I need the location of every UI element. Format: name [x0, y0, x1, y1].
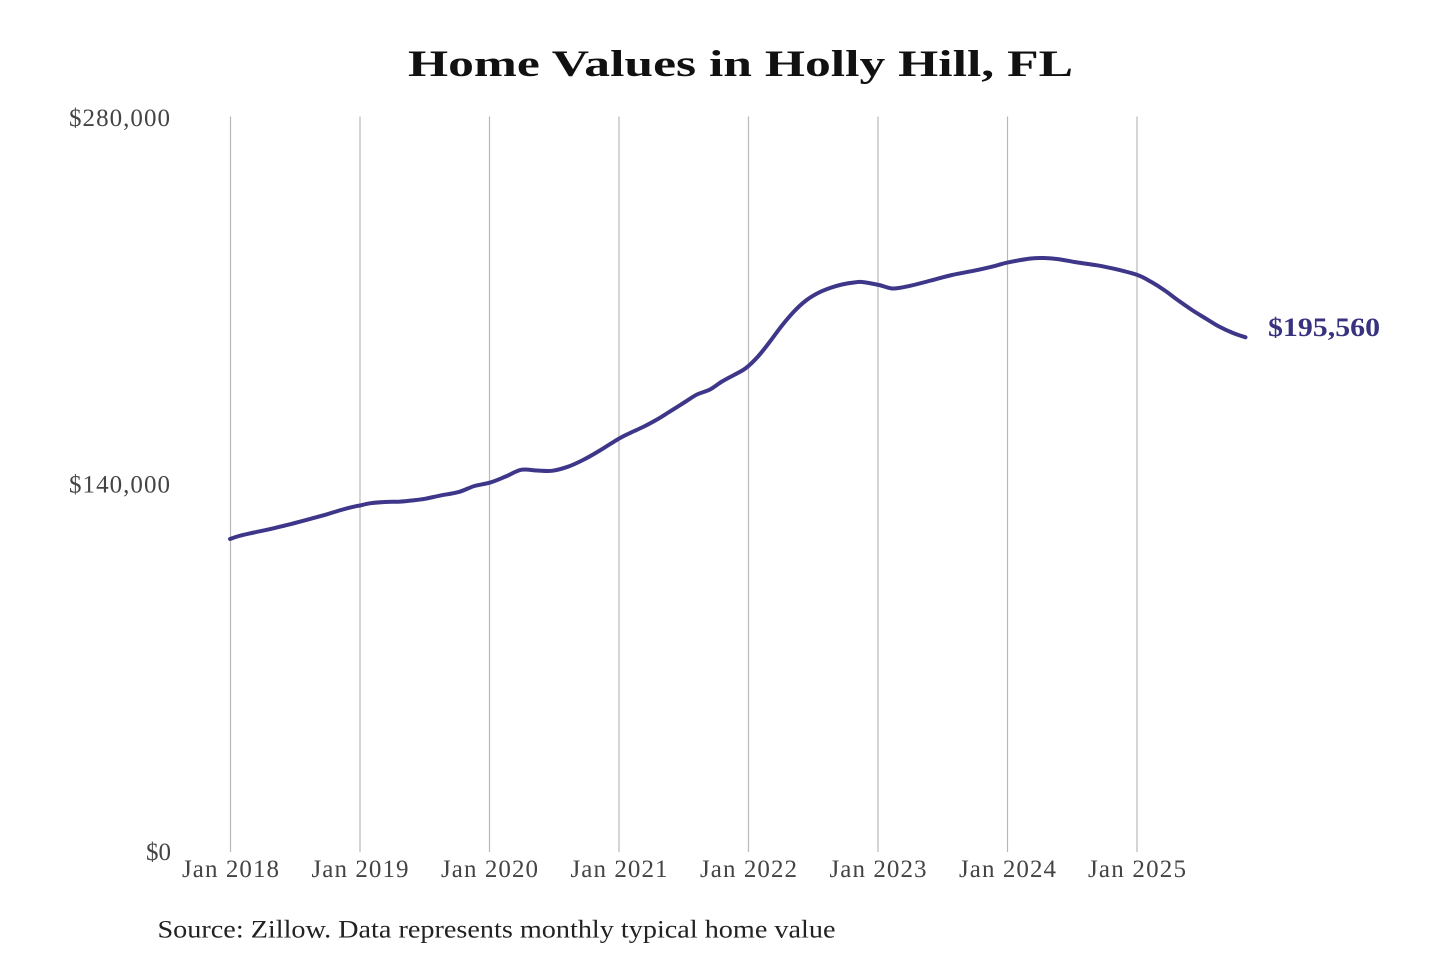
svg-text:$0: $0: [146, 839, 171, 866]
svg-text:$140,000: $140,000: [69, 472, 170, 499]
svg-text:Jan 2020: Jan 2020: [441, 856, 538, 883]
svg-text:Home Values in Holly Hill, FL: Home Values in Holly Hill, FL: [408, 44, 1073, 85]
svg-text:Jan 2019: Jan 2019: [312, 856, 409, 883]
svg-text:Jan 2024: Jan 2024: [959, 856, 1057, 883]
svg-text:$280,000: $280,000: [69, 105, 170, 132]
svg-text:Jan 2022: Jan 2022: [700, 856, 797, 883]
svg-text:Jan 2025: Jan 2025: [1088, 856, 1186, 883]
svg-text:$195,560: $195,560: [1268, 313, 1380, 342]
svg-text:Jan 2018: Jan 2018: [182, 856, 279, 883]
svg-text:Jan 2023: Jan 2023: [830, 856, 927, 883]
svg-text:Source: Zillow. Data represent: Source: Zillow. Data represents monthly …: [158, 917, 836, 944]
svg-text:Jan 2021: Jan 2021: [571, 856, 668, 883]
